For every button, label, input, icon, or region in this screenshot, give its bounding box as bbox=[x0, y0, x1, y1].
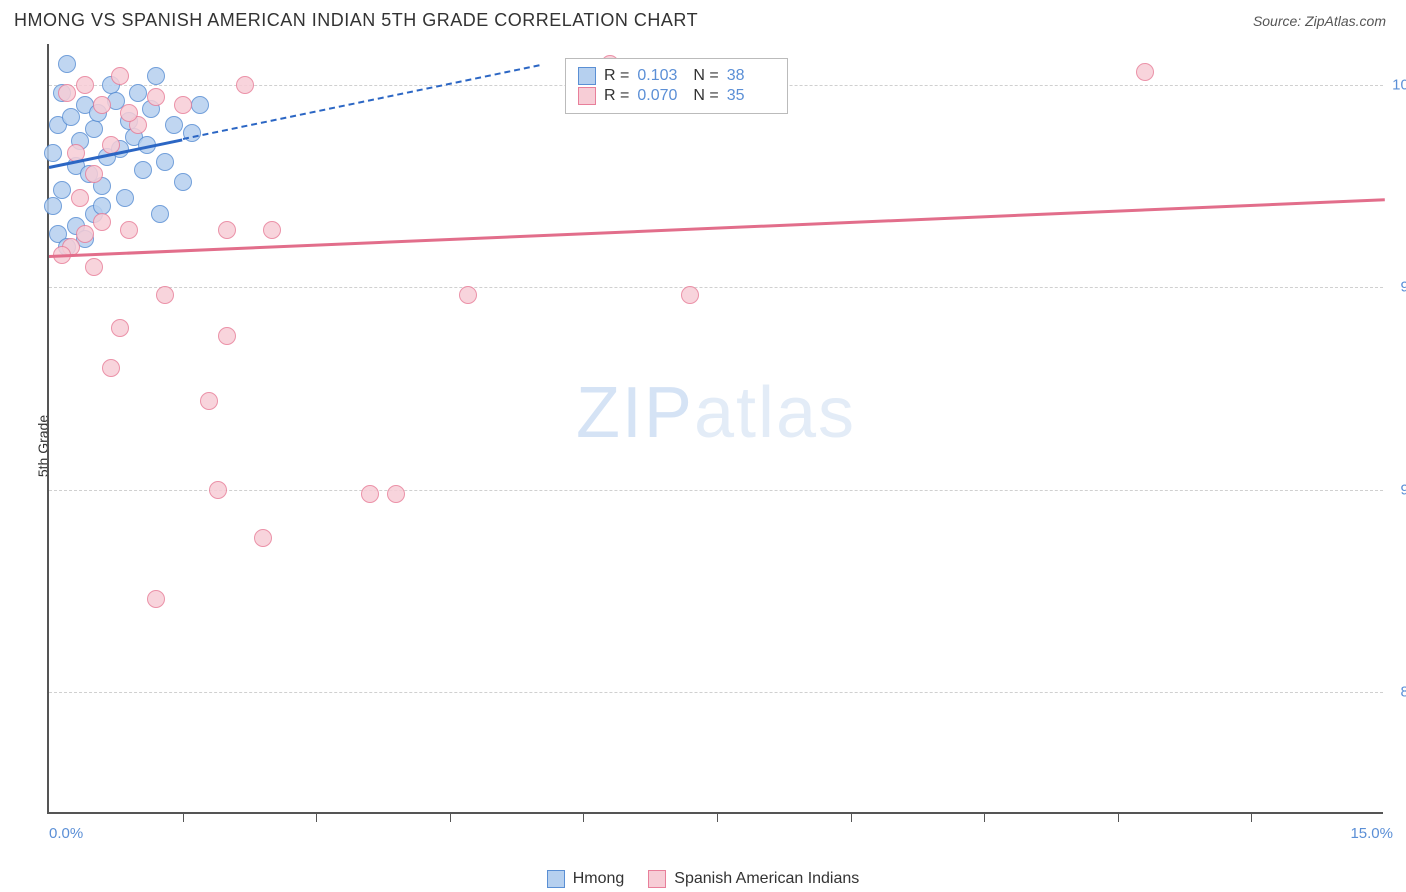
data-point bbox=[218, 327, 236, 345]
source-attribution: Source: ZipAtlas.com bbox=[1253, 13, 1386, 29]
data-point bbox=[93, 96, 111, 114]
x-axis-min-label: 0.0% bbox=[49, 825, 83, 842]
x-tick bbox=[1251, 812, 1252, 822]
legend-item: Hmong bbox=[547, 870, 625, 888]
stats-box: R = 0.103 N = 38 R = 0.070 N = 35 bbox=[565, 58, 788, 114]
data-point bbox=[71, 189, 89, 207]
legend: Hmong Spanish American Indians bbox=[0, 870, 1406, 888]
data-point bbox=[58, 55, 76, 73]
stat-label: R = bbox=[604, 87, 629, 105]
stat-label: N = bbox=[693, 67, 718, 85]
data-point bbox=[1136, 63, 1154, 81]
data-point bbox=[200, 392, 218, 410]
stat-n-value: 38 bbox=[727, 67, 775, 85]
chart-title: HMONG VS SPANISH AMERICAN INDIAN 5TH GRA… bbox=[14, 10, 698, 31]
data-point bbox=[147, 88, 165, 106]
gridline bbox=[49, 490, 1383, 491]
legend-swatch bbox=[648, 870, 666, 888]
data-point bbox=[111, 67, 129, 85]
x-tick bbox=[183, 812, 184, 822]
x-tick bbox=[1118, 812, 1119, 822]
data-point bbox=[361, 485, 379, 503]
data-point bbox=[681, 286, 699, 304]
x-tick bbox=[316, 812, 317, 822]
x-tick bbox=[851, 812, 852, 822]
data-point bbox=[53, 181, 71, 199]
data-point bbox=[263, 221, 281, 239]
data-point bbox=[209, 481, 227, 499]
data-point bbox=[129, 84, 147, 102]
y-tick-label: 90.0% bbox=[1388, 481, 1406, 498]
data-point bbox=[120, 104, 138, 122]
stat-n-value: 35 bbox=[727, 87, 775, 105]
y-tick-label: 100.0% bbox=[1388, 76, 1406, 93]
data-point bbox=[151, 205, 169, 223]
data-point bbox=[76, 76, 94, 94]
x-tick bbox=[583, 812, 584, 822]
data-point bbox=[134, 161, 152, 179]
data-point bbox=[387, 485, 405, 503]
data-point bbox=[174, 96, 192, 114]
data-point bbox=[44, 144, 62, 162]
data-point bbox=[156, 153, 174, 171]
series-swatch bbox=[578, 67, 596, 85]
data-point bbox=[218, 221, 236, 239]
data-point bbox=[174, 173, 192, 191]
data-point bbox=[116, 189, 134, 207]
stat-r-value: 0.103 bbox=[637, 67, 685, 85]
watermark: ZIPatlas bbox=[576, 372, 856, 454]
data-point bbox=[459, 286, 477, 304]
data-point bbox=[111, 319, 129, 337]
data-point bbox=[254, 529, 272, 547]
scatter-chart: ZIPatlas 100.0%95.0%90.0%85.0%0.0%15.0%R… bbox=[47, 44, 1383, 814]
x-tick bbox=[717, 812, 718, 822]
series-swatch bbox=[578, 87, 596, 105]
data-point bbox=[147, 590, 165, 608]
gridline bbox=[49, 287, 1383, 288]
data-point bbox=[147, 67, 165, 85]
stat-label: R = bbox=[604, 67, 629, 85]
data-point bbox=[236, 76, 254, 94]
y-tick-label: 85.0% bbox=[1388, 684, 1406, 701]
legend-label: Spanish American Indians bbox=[674, 870, 859, 888]
stat-r-value: 0.070 bbox=[637, 87, 685, 105]
legend-swatch bbox=[547, 870, 565, 888]
data-point bbox=[85, 258, 103, 276]
data-point bbox=[120, 221, 138, 239]
data-point bbox=[191, 96, 209, 114]
x-axis-max-label: 15.0% bbox=[1350, 825, 1393, 842]
x-tick bbox=[450, 812, 451, 822]
data-point bbox=[58, 84, 76, 102]
legend-label: Hmong bbox=[573, 870, 625, 888]
x-tick bbox=[984, 812, 985, 822]
data-point bbox=[93, 213, 111, 231]
data-point bbox=[44, 197, 62, 215]
trend-line bbox=[182, 64, 539, 140]
y-tick-label: 95.0% bbox=[1388, 279, 1406, 296]
stats-row: R = 0.103 N = 38 bbox=[578, 67, 775, 85]
data-point bbox=[85, 120, 103, 138]
data-point bbox=[156, 286, 174, 304]
gridline bbox=[49, 692, 1383, 693]
stats-row: R = 0.070 N = 35 bbox=[578, 87, 775, 105]
data-point bbox=[102, 359, 120, 377]
legend-item: Spanish American Indians bbox=[648, 870, 859, 888]
chart-header: HMONG VS SPANISH AMERICAN INDIAN 5TH GRA… bbox=[0, 0, 1406, 37]
data-point bbox=[165, 116, 183, 134]
stat-label: N = bbox=[693, 87, 718, 105]
trend-line bbox=[49, 198, 1385, 258]
data-point bbox=[85, 165, 103, 183]
